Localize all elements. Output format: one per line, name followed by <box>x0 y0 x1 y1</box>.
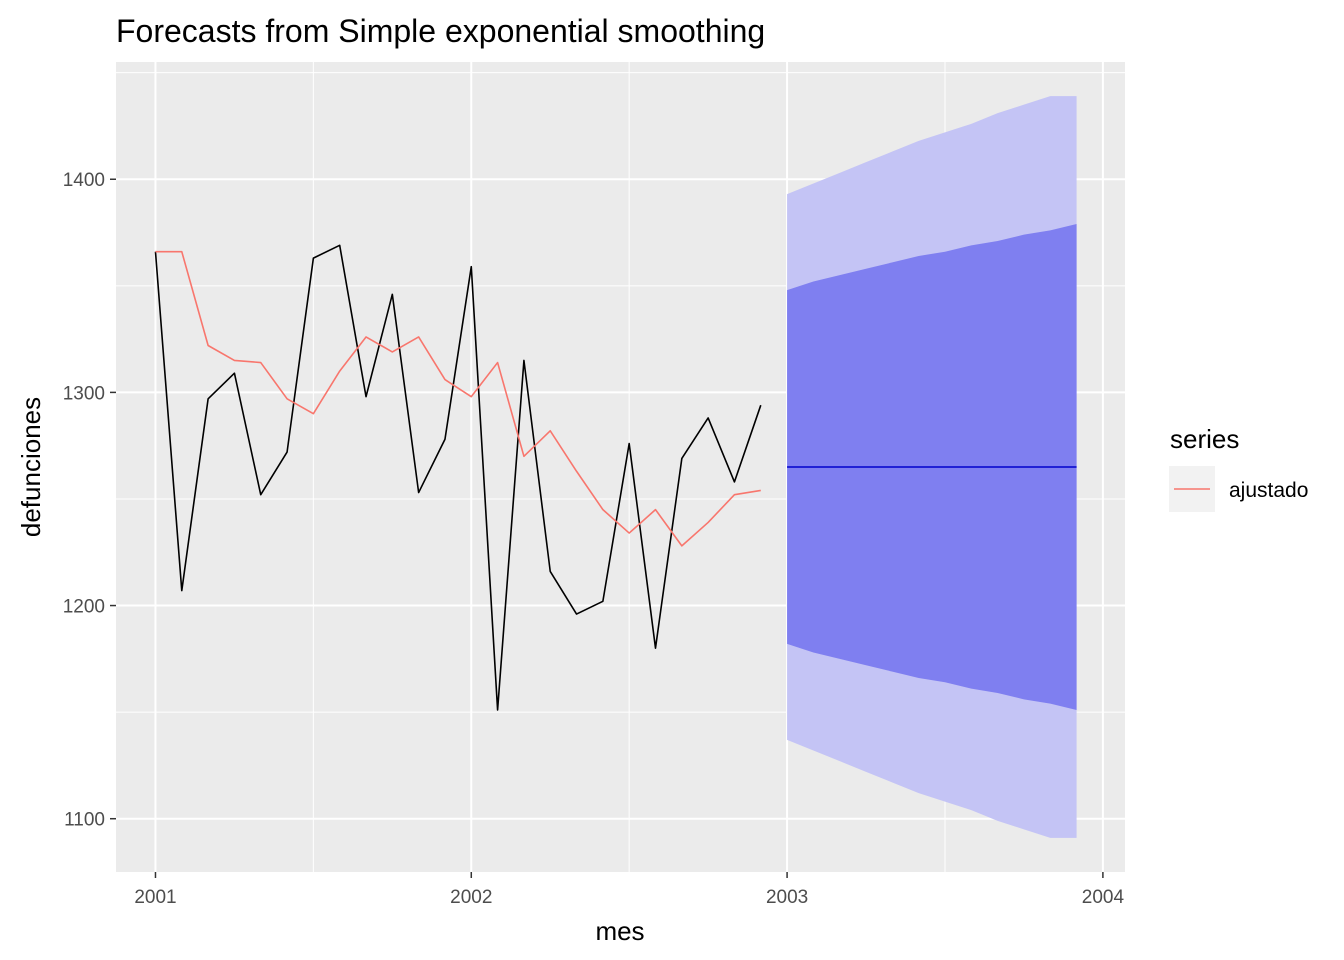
legend: series ajustado <box>1169 424 1308 512</box>
y-tick-label: 1300 <box>63 383 105 404</box>
chart-title: Forecasts from Simple exponential smooth… <box>116 13 765 49</box>
series-line-ajustado <box>155 250 761 547</box>
x-axis-ticks: 2001 2002 2003 2004 <box>134 872 1124 908</box>
y-tick-label: 1400 <box>63 170 105 191</box>
x-tick-label: 2002 <box>450 887 492 908</box>
y-axis-title: defunciones <box>16 397 46 537</box>
legend-label-ajustado: ajustado <box>1229 479 1308 502</box>
legend-title: series <box>1170 424 1239 454</box>
x-axis-title: mes <box>595 916 644 946</box>
x-tick-label: 2004 <box>1082 887 1125 908</box>
series-line-observed <box>154 244 762 711</box>
x-tick-label: 2001 <box>134 887 176 908</box>
series-lines <box>154 244 1077 711</box>
y-tick-label: 1200 <box>63 597 105 618</box>
y-axis-ticks: 1100 1200 1300 1400 <box>63 170 116 831</box>
y-tick-label: 1100 <box>64 810 105 831</box>
x-tick-label: 2003 <box>766 887 808 908</box>
